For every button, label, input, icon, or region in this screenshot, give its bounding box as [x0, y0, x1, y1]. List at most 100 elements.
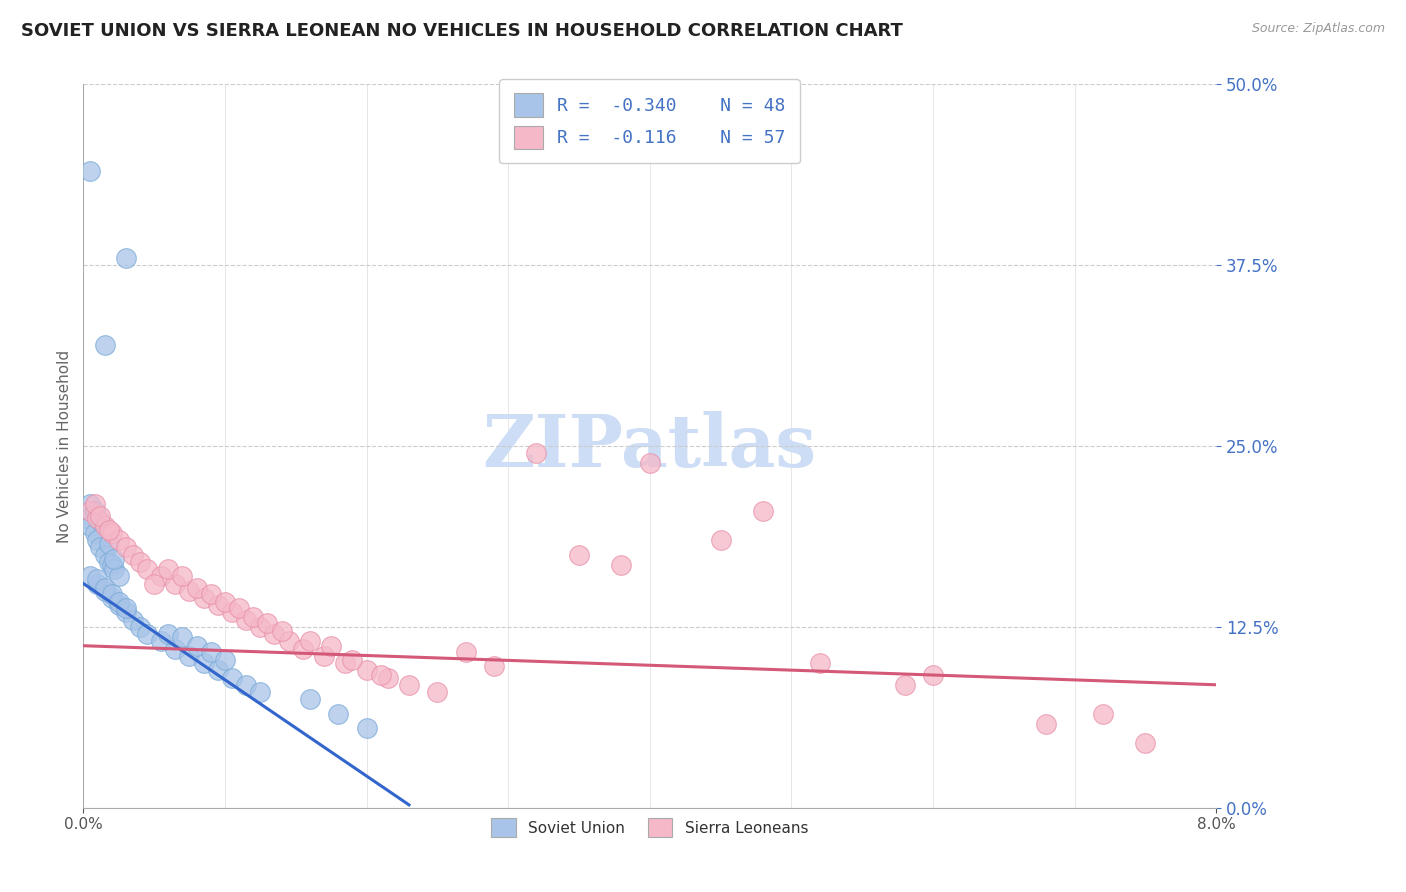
Point [221, 671, 243, 685]
Point [298, 634, 321, 648]
Point [157, 562, 180, 576]
Point [179, 583, 201, 598]
Point [165, 576, 187, 591]
Point [100, 525, 122, 540]
Point [1091, 706, 1114, 721]
Point [335, 656, 357, 670]
Point [186, 581, 208, 595]
Point [143, 576, 166, 591]
Point [121, 548, 143, 562]
Point [129, 555, 152, 569]
Point [193, 656, 215, 670]
Point [100, 587, 122, 601]
Point [377, 671, 399, 685]
Point [426, 685, 449, 699]
Point [83, 525, 105, 540]
Point [97, 523, 120, 537]
Y-axis label: No Vehicles in Household: No Vehicles in Household [58, 350, 72, 542]
Point [150, 634, 173, 648]
Point [312, 648, 335, 663]
Point [86, 572, 108, 586]
Point [75, 511, 97, 525]
Point [235, 613, 257, 627]
Point [79, 164, 101, 178]
Point [107, 599, 129, 613]
Point [221, 606, 243, 620]
Point [808, 656, 831, 670]
Point [79, 569, 101, 583]
Point [89, 508, 111, 523]
Point [179, 648, 201, 663]
Point [83, 497, 105, 511]
Point [568, 548, 591, 562]
Text: SOVIET UNION VS SIERRA LEONEAN NO VEHICLES IN HOUSEHOLD CORRELATION CHART: SOVIET UNION VS SIERRA LEONEAN NO VEHICL… [21, 22, 903, 40]
Point [172, 569, 194, 583]
Point [370, 667, 392, 681]
Text: Source: ZipAtlas.com: Source: ZipAtlas.com [1251, 22, 1385, 36]
Point [752, 504, 775, 518]
Point [207, 599, 229, 613]
Point [97, 555, 120, 569]
Point [100, 591, 122, 605]
Point [97, 537, 120, 551]
Point [922, 667, 945, 681]
Point [214, 595, 236, 609]
Point [107, 569, 129, 583]
Point [482, 659, 505, 673]
Point [114, 541, 136, 555]
Point [93, 581, 115, 595]
Point [103, 562, 125, 576]
Point [103, 552, 125, 566]
Point [107, 533, 129, 548]
Point [93, 338, 115, 352]
Point [79, 518, 101, 533]
Point [165, 641, 187, 656]
Point [193, 591, 215, 605]
Point [454, 644, 477, 658]
Point [93, 583, 115, 598]
Legend: Soviet Union, Sierra Leoneans: Soviet Union, Sierra Leoneans [485, 812, 814, 844]
Point [136, 627, 159, 641]
Point [356, 663, 378, 677]
Point [186, 639, 208, 653]
Point [114, 251, 136, 265]
Point [256, 615, 278, 630]
Point [157, 627, 180, 641]
Point [1135, 736, 1157, 750]
Point [228, 601, 250, 615]
Point [172, 630, 194, 644]
Point [86, 511, 108, 525]
Point [526, 446, 548, 460]
Text: ZIPatlas: ZIPatlas [482, 410, 817, 482]
Point [235, 678, 257, 692]
Point [136, 562, 159, 576]
Point [356, 721, 378, 735]
Point [709, 533, 731, 548]
Point [893, 678, 915, 692]
Point [638, 457, 661, 471]
Point [79, 497, 101, 511]
Point [249, 685, 271, 699]
Point [1035, 716, 1057, 731]
Point [249, 620, 271, 634]
Point [291, 641, 314, 656]
Point [114, 601, 136, 615]
Point [83, 504, 105, 518]
Point [263, 627, 285, 641]
Point [121, 613, 143, 627]
Point [214, 653, 236, 667]
Point [207, 663, 229, 677]
Point [398, 678, 420, 692]
Point [200, 587, 222, 601]
Point [86, 576, 108, 591]
Point [114, 606, 136, 620]
Point [200, 644, 222, 658]
Point [129, 620, 152, 634]
Point [93, 548, 115, 562]
Point [79, 504, 101, 518]
Point [86, 533, 108, 548]
Point [328, 706, 350, 721]
Point [319, 639, 342, 653]
Point [150, 569, 173, 583]
Point [277, 634, 299, 648]
